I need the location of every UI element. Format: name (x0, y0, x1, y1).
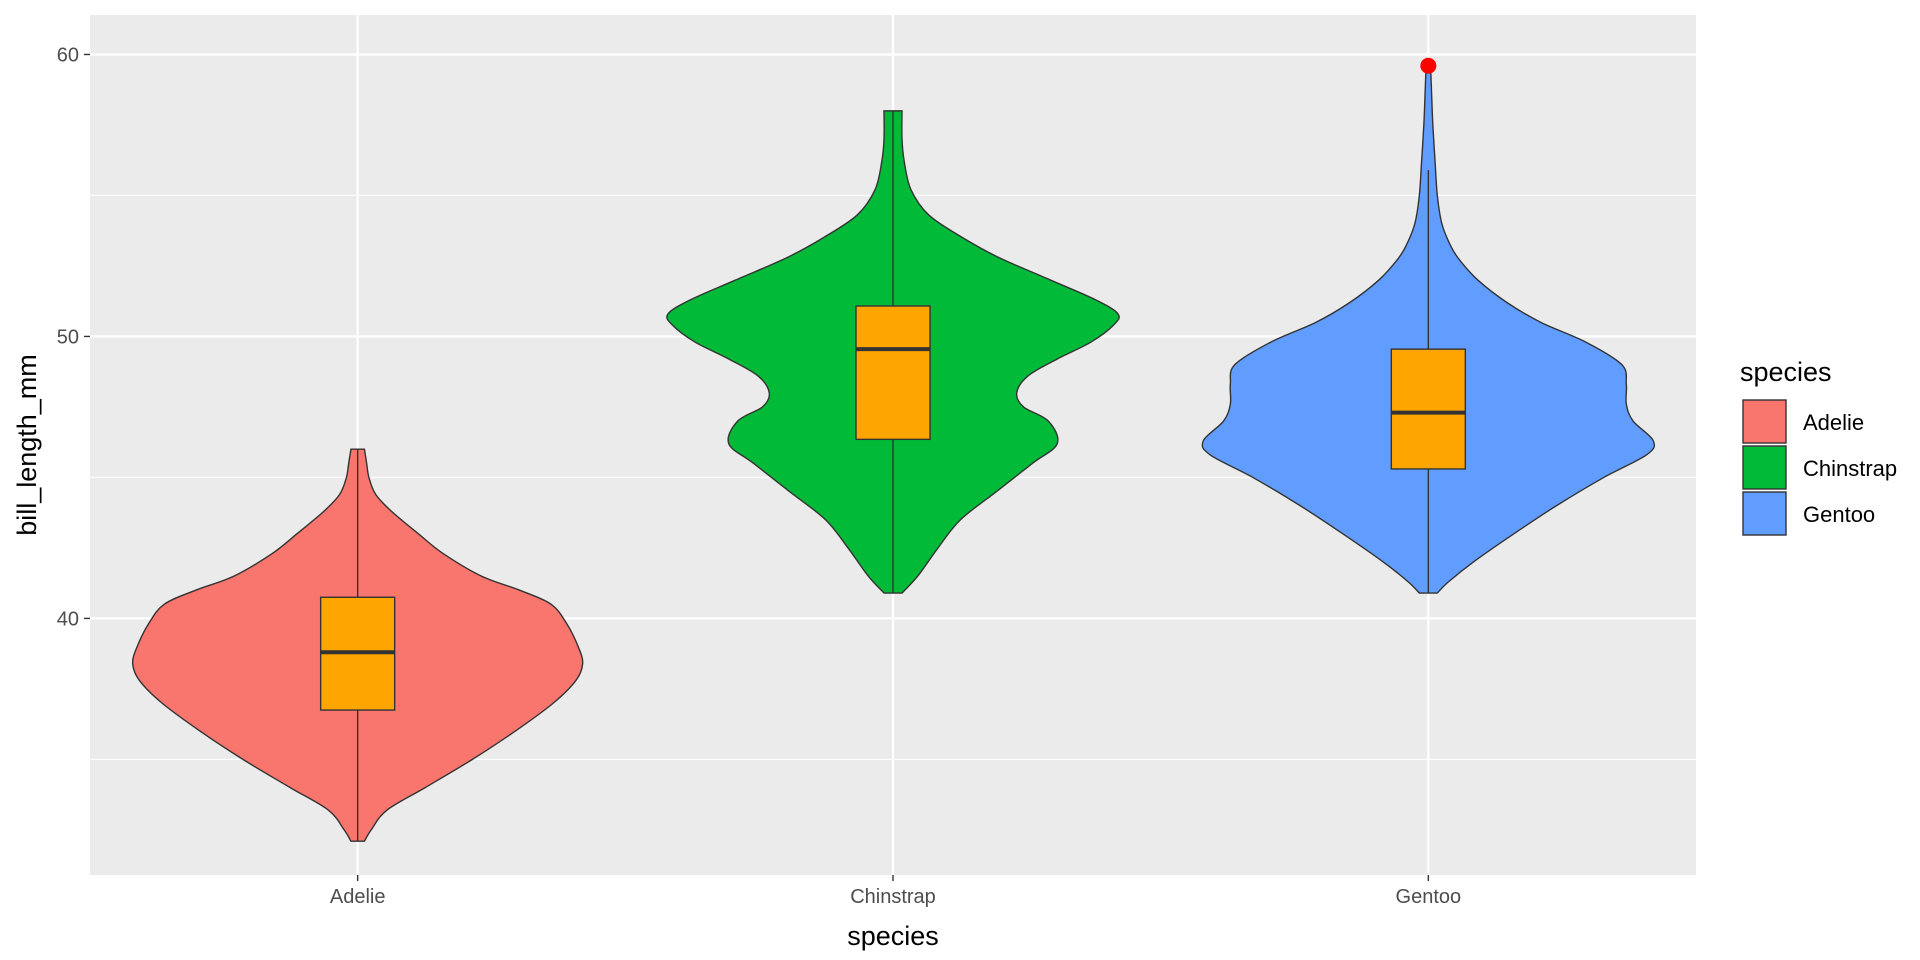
legend: species Adelie Chinstrap Gentoo (1740, 357, 1897, 536)
box-gentoo (1390, 348, 1467, 470)
legend-swatch-chinstrap (1742, 445, 1787, 490)
x-tick-label: Chinstrap (850, 886, 936, 908)
y-tick-label: 60 (57, 44, 79, 66)
legend-label-gentoo: Gentoo (1803, 502, 1875, 527)
legend-entries: Adelie Chinstrap Gentoo (1742, 399, 1897, 536)
legend-label-adelie: Adelie (1803, 410, 1864, 435)
legend-label-chinstrap: Chinstrap (1803, 456, 1897, 481)
x-axis-title: species (847, 921, 939, 951)
boxplots (319, 57, 1467, 842)
x-tick-label: Adelie (330, 886, 386, 908)
y-tick-label: 50 (57, 326, 79, 348)
outlier-point (1420, 57, 1437, 74)
y-tick-label: 40 (57, 608, 79, 630)
legend-swatch-gentoo (1742, 491, 1787, 536)
y-axis-title: bill_length_mm (12, 354, 42, 536)
legend-title: species (1740, 357, 1832, 387)
box-chinstrap (855, 305, 931, 441)
x-tick-label: Gentoo (1396, 886, 1462, 908)
legend-swatch-adelie (1742, 399, 1787, 444)
axes: 40 50 60 Adelie Chinstrap Gentoo (57, 44, 1461, 908)
